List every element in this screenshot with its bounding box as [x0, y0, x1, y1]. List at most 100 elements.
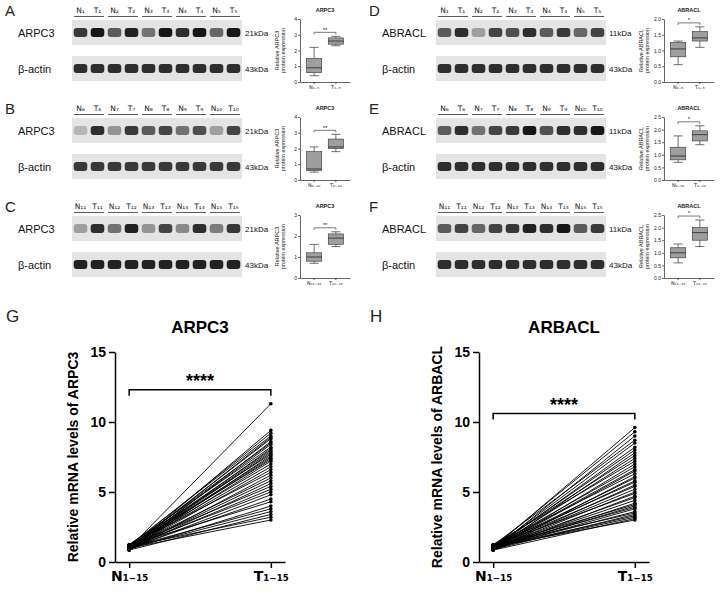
data-point: [633, 434, 637, 438]
pair-line: [493, 471, 635, 549]
lane-label: T₁₄: [193, 202, 205, 211]
blot-band: [193, 162, 207, 171]
y-axis: 051015: [454, 344, 479, 570]
significance-bracket: [314, 130, 336, 132]
pair-line: [493, 498, 635, 548]
y-tick: [662, 155, 664, 156]
blot-background: [72, 20, 242, 45]
blot-band: [74, 162, 88, 171]
lane-label: N₈: [144, 104, 153, 113]
data-point: [491, 545, 495, 549]
blot-band: [142, 260, 156, 269]
data-point: [633, 441, 637, 445]
significance-label: *: [688, 17, 691, 23]
box-median: [671, 156, 686, 157]
x-axis: N₆₋₁₀T₆₋₁₀: [301, 180, 351, 188]
data-point: [491, 544, 495, 548]
y-tick-label: 0.5: [654, 63, 661, 69]
blot-band: [455, 224, 469, 233]
lane-label: T₇: [127, 104, 136, 113]
box: [307, 58, 322, 72]
lane-group-line: [108, 114, 138, 115]
pair-line: [493, 520, 635, 547]
y-axis-title: Relative ARPC3protein expression: [274, 224, 286, 269]
lane-label: N₆: [76, 104, 85, 113]
y-tick: [109, 352, 115, 354]
lane-label: N₇: [110, 104, 119, 113]
blot-band: [210, 260, 224, 269]
data-point: [491, 548, 495, 552]
blot-band: [176, 224, 190, 233]
y-axis-title-line: protein expression: [280, 28, 286, 73]
boxes: [671, 126, 708, 163]
box-median: [307, 257, 322, 258]
lane-label: T₂: [491, 6, 500, 15]
data-point: [491, 548, 495, 552]
blot-size-label: 43kDa: [609, 65, 633, 74]
significance-bracket: [678, 216, 700, 218]
y-tick-label: 1.5: [654, 139, 661, 145]
pair-line: [493, 482, 635, 546]
lane-group-line: [472, 212, 502, 213]
data-point: [491, 544, 495, 548]
blot-size-label: 11kDa: [609, 127, 632, 136]
lane-label: N₁₃: [507, 202, 519, 211]
boxes: [671, 27, 708, 65]
pair-line: [493, 509, 635, 549]
blot-band: [176, 64, 190, 73]
blot-background: [72, 252, 242, 277]
y-axis-line: [664, 216, 665, 279]
lane-label: N₉: [542, 104, 551, 113]
blot-band: [74, 28, 88, 37]
lane-label: T₅: [229, 6, 238, 15]
x-tick-label: T₆₋₁₀: [329, 182, 342, 188]
pair-line: [129, 458, 271, 548]
blot-band: [540, 162, 554, 171]
x-axis: N₁₋₅T₁₋₅: [301, 82, 351, 90]
blot-band: [574, 64, 588, 73]
lane-label: N₁₀: [575, 104, 587, 113]
blot-background: [436, 154, 606, 179]
y-tick: [662, 253, 664, 254]
lane-group-line: [210, 16, 240, 17]
y-tick-label: 0: [294, 177, 297, 183]
significance-label: *: [688, 210, 691, 216]
plot-title: ARBACL: [528, 318, 600, 337]
blot-band: [506, 64, 520, 73]
data-point: [127, 546, 131, 550]
lane-group-line: [540, 212, 570, 213]
blot-band: [74, 224, 88, 233]
lane-label: T₉: [195, 104, 204, 113]
blot-band: [125, 28, 139, 37]
pair-line: [129, 437, 271, 548]
lane-label: N₆: [440, 104, 449, 113]
pair-line: [493, 478, 635, 547]
y-tick: [662, 19, 664, 20]
x-axis: N₁₋₁₅T₁₋₁₅: [475, 562, 653, 584]
pair-line: [129, 461, 271, 549]
lane-label: T₁₃: [159, 202, 171, 211]
pair-line: [493, 516, 635, 548]
blot-band: [227, 28, 241, 37]
y-tick: [109, 562, 115, 564]
x-tick-label: T₁₋₅: [330, 84, 341, 90]
box: [692, 32, 707, 41]
plot-title: ARPC3: [316, 105, 335, 111]
blot-band: [176, 126, 190, 135]
pair-line: [493, 503, 635, 549]
y-tick-label: 0: [294, 275, 297, 281]
blot-band: [523, 162, 537, 171]
blot-protein-label: β-actin: [18, 259, 51, 271]
blot-protein-label: β-actin: [382, 161, 415, 173]
lane-group-line: [540, 16, 570, 17]
y-tick: [662, 180, 664, 181]
x-axis: N₁₁₋₁₅T₁₁₋₁₅: [301, 278, 351, 286]
data-point: [633, 430, 637, 434]
lane-label: T₉: [559, 104, 568, 113]
data-point: [127, 546, 131, 550]
y-tick-label: 0: [98, 554, 106, 570]
blot-band: [91, 64, 105, 73]
y-tick: [298, 19, 300, 20]
pair-line: [493, 453, 635, 550]
box-whisker-cap: [331, 151, 340, 152]
